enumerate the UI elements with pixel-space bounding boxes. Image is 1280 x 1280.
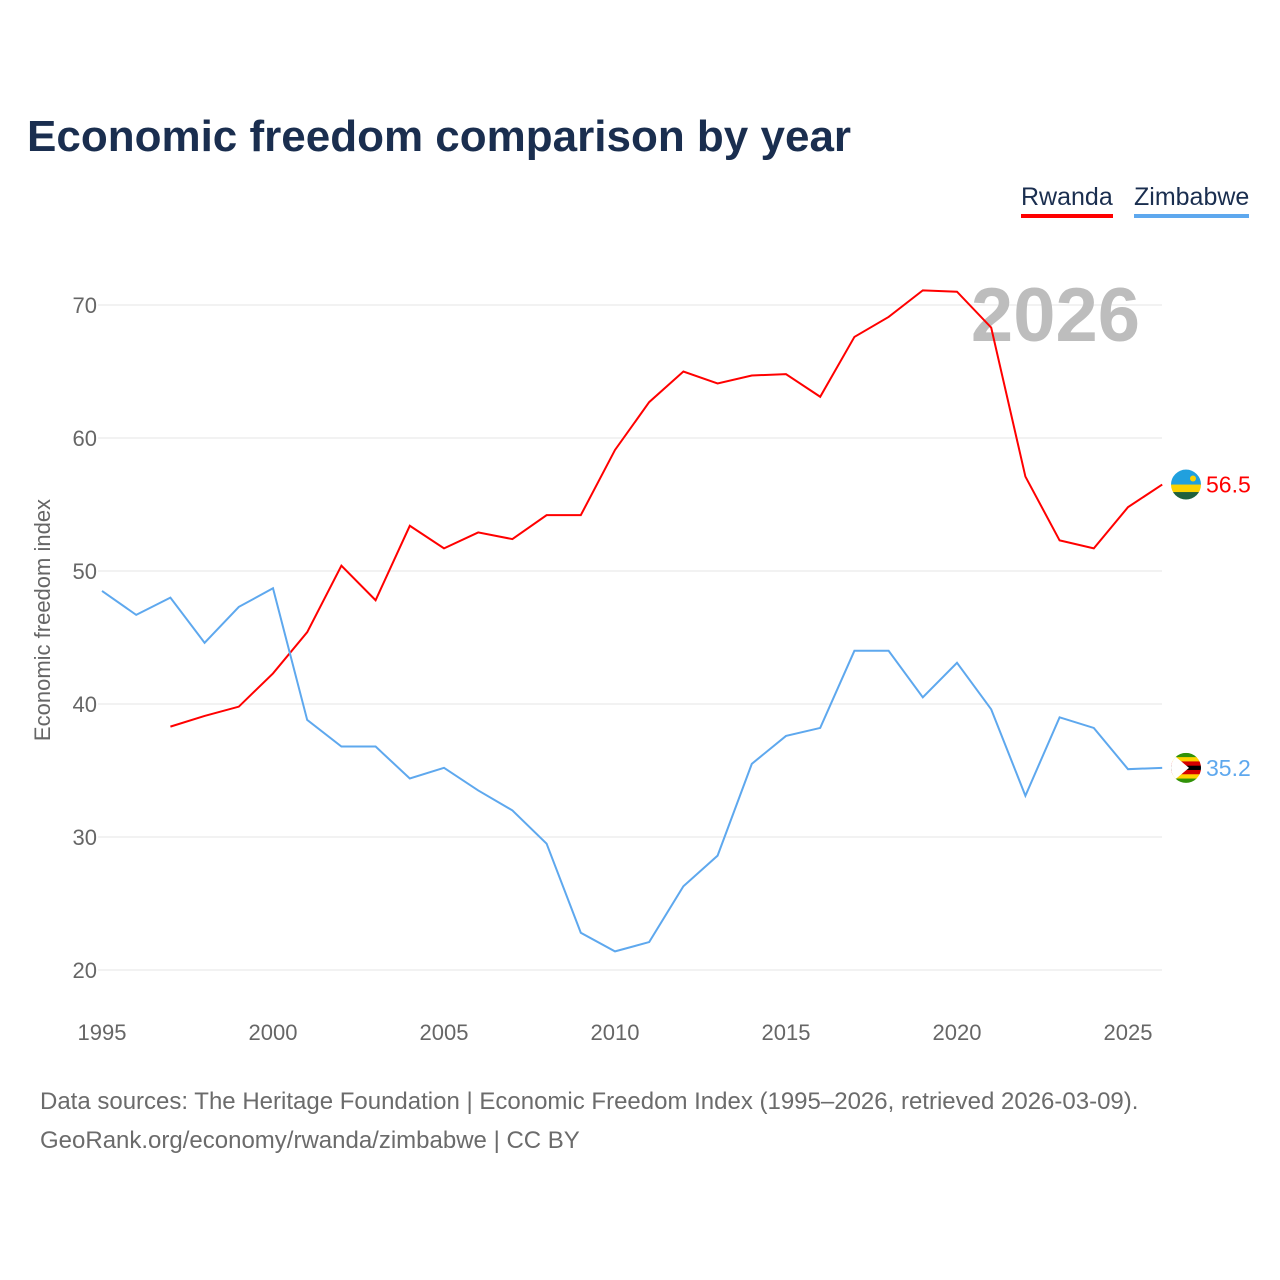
end-value-label-zimbabwe: 35.2 bbox=[1206, 755, 1251, 781]
x-tick-label: 2010 bbox=[591, 1020, 640, 1045]
y-tick-label: 60 bbox=[73, 426, 97, 451]
series-line-rwanda bbox=[170, 289, 1163, 728]
flag-sun bbox=[1190, 475, 1196, 482]
flag-stripe bbox=[1171, 477, 1201, 486]
footer-sources: Data sources: The Heritage Foundation | … bbox=[40, 1088, 1139, 1115]
flag-stripe bbox=[1171, 761, 1201, 767]
year-watermark: 2026 bbox=[971, 273, 1140, 358]
series-line-zimbabwe bbox=[101, 586, 1163, 953]
flag-stripe bbox=[1171, 774, 1201, 780]
y-axis-label: Economic freedom index bbox=[30, 499, 55, 741]
x-tick-label: 2015 bbox=[762, 1020, 811, 1045]
y-tick-label: 50 bbox=[73, 559, 97, 584]
flag-stripe bbox=[1171, 769, 1201, 775]
legend-item-rwanda[interactable]: Rwanda bbox=[1021, 183, 1113, 218]
zimbabwe-flag-icon bbox=[1171, 752, 1201, 783]
flag-triangle bbox=[1171, 752, 1189, 783]
x-tick-label: 2000 bbox=[249, 1020, 298, 1045]
footer-attribution: GeoRank.org/economy/rwanda/zimbabwe | CC… bbox=[40, 1127, 580, 1154]
y-tick-label: 30 bbox=[73, 825, 97, 850]
flag-stripe bbox=[1171, 778, 1201, 783]
x-tick-label: 2020 bbox=[933, 1020, 982, 1045]
y-tick-label: 70 bbox=[73, 293, 97, 318]
flag-stripe bbox=[1171, 757, 1201, 762]
flag-stripe bbox=[1171, 752, 1201, 758]
end-value-label-rwanda: 56.5 bbox=[1206, 472, 1251, 498]
flag-stripe bbox=[1171, 484, 1201, 493]
rwanda-flag-icon bbox=[1171, 469, 1201, 500]
flag-stripe bbox=[1171, 469, 1201, 478]
x-tick-label: 2025 bbox=[1104, 1020, 1153, 1045]
y-tick-label: 20 bbox=[73, 958, 97, 983]
y-tick-label: 40 bbox=[73, 692, 97, 717]
chart-title: Economic freedom comparison by year bbox=[27, 112, 852, 161]
flag-stripe bbox=[1171, 492, 1201, 500]
x-tick-label: 1995 bbox=[78, 1020, 127, 1045]
legend-item-zimbabwe[interactable]: Zimbabwe bbox=[1134, 183, 1250, 218]
x-tick-label: 2005 bbox=[420, 1020, 469, 1045]
